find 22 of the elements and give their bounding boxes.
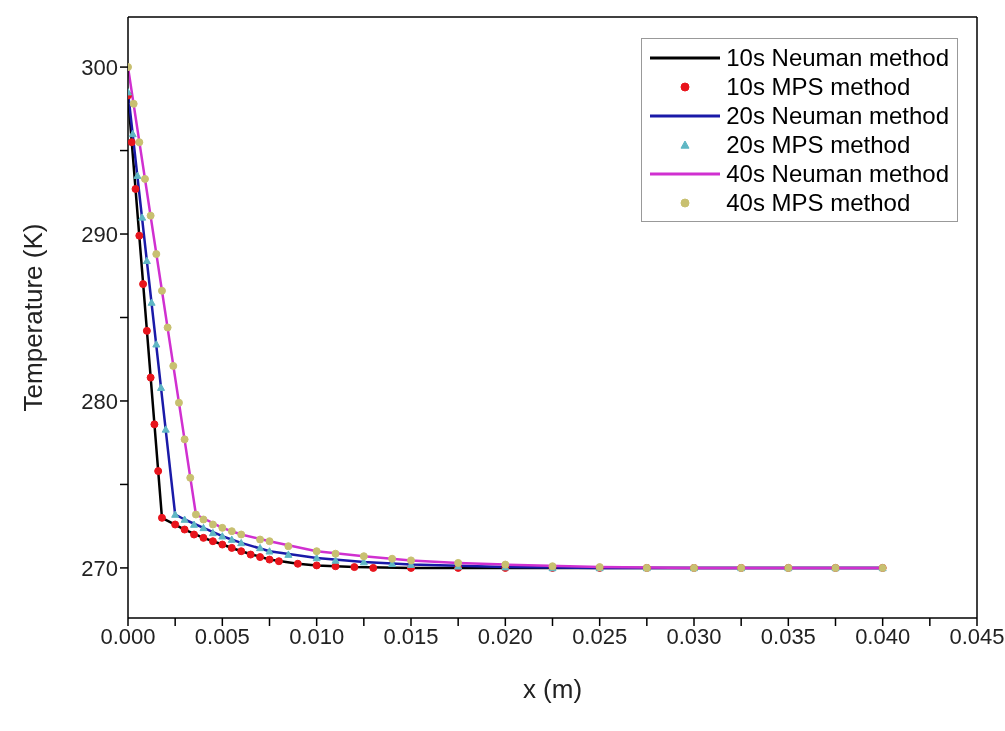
x-tick-label: 0.015	[383, 623, 439, 649]
x-tick-label: 0.040	[855, 623, 911, 649]
x-tick-label: 0.005	[194, 623, 250, 649]
x-tick-label: 0.020	[477, 623, 533, 649]
y-axis-title: Temperature (K)	[18, 223, 49, 412]
x-tick-label: 0.010	[289, 623, 345, 649]
y-tick-label: 290	[81, 221, 118, 247]
x-tick-label: 0.025	[572, 623, 628, 649]
legend-label: 20s MPS method	[726, 130, 911, 159]
y-tick-label: 270	[81, 555, 118, 581]
y-tick-label: 280	[81, 388, 118, 414]
y-tick-label: 300	[81, 54, 118, 80]
legend-label: 40s Neuman method	[726, 159, 949, 188]
x-tick-label: 0.045	[949, 623, 1005, 649]
x-tick-label: 0.030	[666, 623, 722, 649]
legend-label: 10s MPS method	[726, 72, 911, 101]
legend-label: 40s MPS method	[726, 188, 911, 217]
x-tick-label: 0.035	[760, 623, 816, 649]
legend-label: 10s Neuman method	[726, 43, 949, 72]
legend-label: 20s Neuman method	[726, 101, 949, 130]
x-axis-title: x (m)	[522, 674, 583, 704]
x-tick-label: 0.000	[100, 623, 156, 649]
